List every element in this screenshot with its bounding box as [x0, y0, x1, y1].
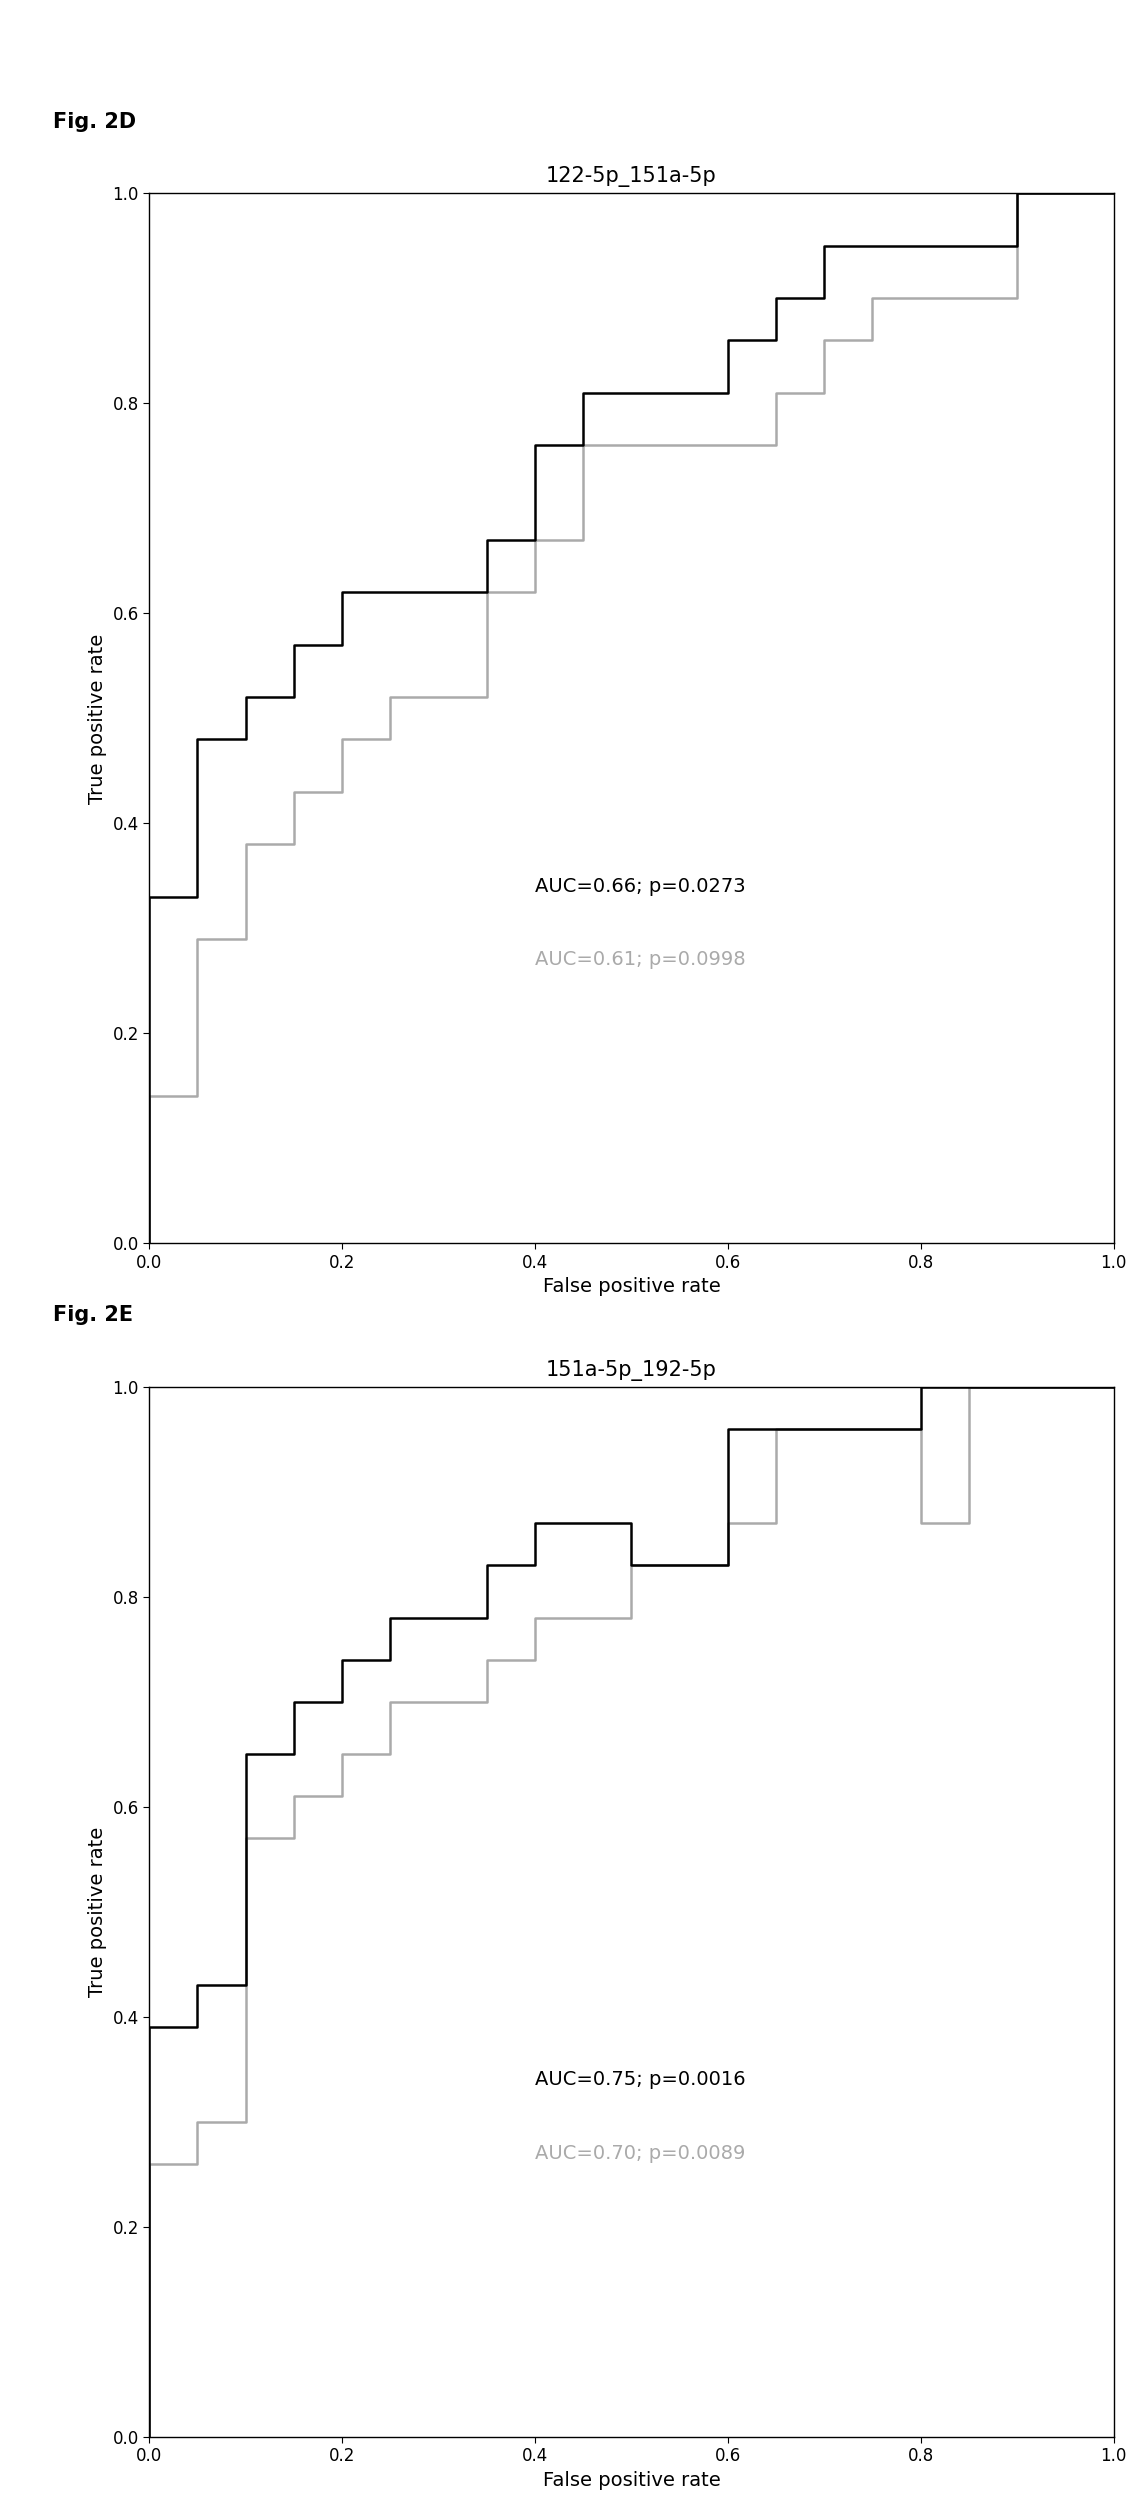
Text: AUC=0.61; p=0.0998: AUC=0.61; p=0.0998 [535, 950, 745, 970]
Text: Fig. 2E: Fig. 2E [53, 1306, 133, 1324]
Text: AUC=0.75; p=0.0016: AUC=0.75; p=0.0016 [535, 2070, 745, 2090]
Text: Fig. 2D: Fig. 2D [53, 113, 135, 131]
Title: 122-5p_151a-5p: 122-5p_151a-5p [546, 166, 716, 188]
Title: 151a-5p_192-5p: 151a-5p_192-5p [546, 1359, 716, 1382]
Y-axis label: True positive rate: True positive rate [88, 1826, 107, 1997]
X-axis label: False positive rate: False positive rate [543, 1279, 720, 1296]
X-axis label: False positive rate: False positive rate [543, 2472, 720, 2489]
Text: AUC=0.70; p=0.0089: AUC=0.70; p=0.0089 [535, 2143, 745, 2163]
Text: AUC=0.66; p=0.0273: AUC=0.66; p=0.0273 [535, 877, 745, 897]
Y-axis label: True positive rate: True positive rate [88, 633, 107, 804]
